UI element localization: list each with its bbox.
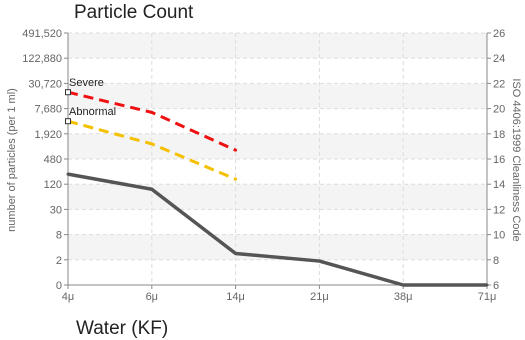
y-tick-label-right: 16 bbox=[493, 154, 505, 166]
y-tick-label-right: 18 bbox=[493, 129, 505, 141]
x-tick-label: 6μ bbox=[146, 291, 158, 303]
y-tick-label-left: 1,920 bbox=[34, 129, 62, 141]
y-tick-label-right: 10 bbox=[493, 230, 505, 242]
x-tick-label: 38μ bbox=[394, 291, 413, 303]
y-tick-label-left: 8 bbox=[56, 230, 62, 242]
plot-band bbox=[68, 58, 487, 84]
y-tick-label-left: 30,720 bbox=[28, 78, 62, 90]
y-axis-right-ticks: 6 8 10 12 14 16 18 20 22 24 26 bbox=[487, 28, 505, 292]
data-point-measured bbox=[150, 187, 154, 191]
y-axis-right-label: ISO 4406:1999 Cleanliness Code bbox=[510, 78, 522, 241]
annotations: Severe Abnormal bbox=[65, 77, 116, 125]
y-tick-label-right: 26 bbox=[493, 28, 505, 40]
plot-bands bbox=[68, 33, 487, 285]
plot-band bbox=[68, 108, 487, 134]
y-tick-label-right: 6 bbox=[493, 280, 499, 292]
annotation-marker bbox=[65, 118, 71, 125]
y-tick-label-right: 12 bbox=[493, 204, 505, 216]
annotation-marker bbox=[65, 89, 71, 96]
data-point-abnormal bbox=[234, 177, 238, 181]
y-tick-label-left: 480 bbox=[44, 154, 62, 166]
chart-subtitle: Water (KF) bbox=[76, 318, 169, 339]
plot-band bbox=[68, 159, 487, 185]
data-point-measured bbox=[317, 259, 321, 263]
annotation-label-abnormal: Abnormal bbox=[69, 106, 116, 118]
y-tick-label-left: 122,880 bbox=[22, 53, 62, 65]
plot-band bbox=[68, 33, 487, 59]
y-tick-label-right: 14 bbox=[493, 179, 505, 191]
y-tick-label-left: 120 bbox=[44, 179, 62, 191]
data-point-severe bbox=[150, 110, 154, 114]
x-axis-ticks: 4μ 6μ 14μ 21μ 38μ 71μ bbox=[62, 285, 497, 303]
y-axis-left-label: number of particles (per 1 ml) bbox=[6, 88, 18, 232]
plot-band bbox=[68, 184, 487, 210]
plot-band bbox=[68, 83, 487, 109]
plot-band bbox=[68, 209, 487, 235]
y-tick-label-left: 7,680 bbox=[34, 104, 62, 116]
y-tick-label-right: 22 bbox=[493, 78, 505, 90]
y-tick-label-left: 491,520 bbox=[22, 28, 62, 40]
series-line-measured bbox=[67, 172, 487, 287]
y-tick-label-left: 0 bbox=[56, 280, 62, 292]
chart-title: Particle Count bbox=[74, 2, 194, 23]
plot-band bbox=[68, 133, 487, 159]
x-tick-label: 71μ bbox=[478, 291, 497, 303]
y-tick-label-left: 2 bbox=[56, 255, 62, 267]
y-axis-left-ticks: 0 2 8 30 120 480 1,920 7,680 30,720 122,880 491,52… bbox=[22, 28, 68, 292]
x-tick-label: 14μ bbox=[226, 291, 245, 303]
x-tick-label: 4μ bbox=[62, 291, 74, 303]
y-tick-label-right: 24 bbox=[493, 53, 505, 65]
data-point-measured bbox=[401, 283, 405, 287]
y-tick-label-right: 20 bbox=[493, 104, 505, 116]
data-point-measured bbox=[485, 283, 489, 287]
data-point-measured bbox=[66, 172, 70, 176]
plot-band bbox=[68, 259, 487, 285]
data-point-measured bbox=[234, 252, 238, 255]
data-point-severe bbox=[234, 148, 238, 152]
series-group bbox=[66, 90, 489, 287]
x-tick-label: 21μ bbox=[310, 291, 329, 303]
data-point-abnormal bbox=[150, 142, 154, 146]
y-tick-label-left: 30 bbox=[50, 204, 62, 216]
y-tick-label-right: 8 bbox=[493, 255, 499, 267]
annotation-label-severe: Severe bbox=[69, 77, 104, 89]
